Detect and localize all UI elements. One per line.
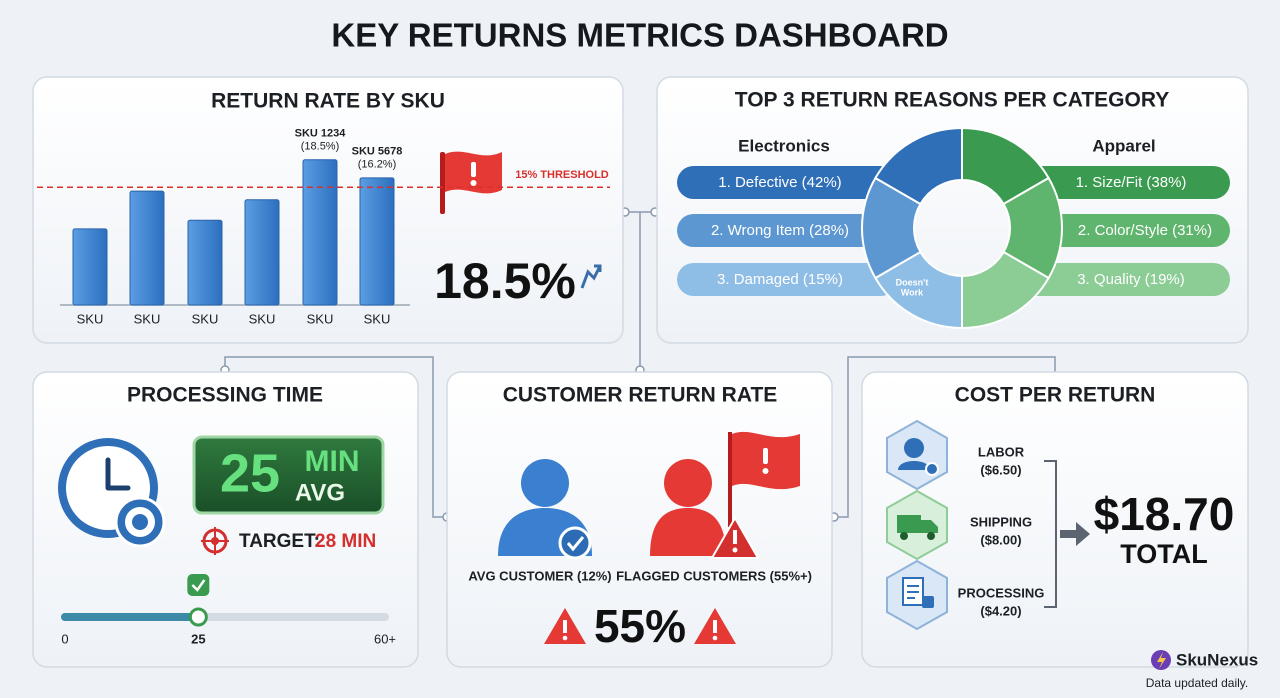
brand-logo-bolt (1157, 652, 1166, 669)
cost-name: PROCESSING (958, 585, 1045, 600)
value-label: (16.2%) (358, 159, 397, 171)
reason-label: 1. Size/Fit (38%) (1076, 174, 1187, 191)
processing-panel: PROCESSING TIME 25 MIN AVG TARGET: 28 MI… (58, 384, 396, 646)
panel-title: CUSTOMER RETURN RATE (503, 384, 778, 407)
cost-amount: ($8.00) (980, 532, 1021, 547)
total-value: $18.70 (1094, 488, 1235, 540)
footer-note: Data updated daily. (1146, 676, 1249, 690)
total-label: TOTAL (1120, 539, 1208, 569)
flagged-customer-icon (650, 431, 800, 559)
lcd-display (192, 435, 385, 515)
reason-pill (1010, 214, 1230, 247)
check-mark (191, 579, 206, 592)
warning-marks (562, 620, 718, 641)
reasons-panel: TOP 3 RETURN REASONS PER CATEGORY Electr… (677, 89, 1230, 330)
reason-label: 1. Defective (42%) (718, 174, 841, 191)
x-tick-label: SKU (77, 311, 104, 326)
bar-chart: RETURN RATE BY SKU 18.5% SKU SKU SKU SKU SKU… (37, 90, 610, 326)
chart-title: RETURN RATE BY SKU (211, 90, 445, 113)
cost-panel: COST PER RETURN LABOR ($6.50) SHIPPING (… (886, 384, 1235, 631)
check-badge (187, 574, 210, 596)
slider-tick-label: 60+ (374, 631, 396, 646)
avg-stat: AVG (295, 479, 345, 506)
bar (129, 190, 165, 306)
target-value: 28 MIN (315, 531, 376, 552)
value-label: (18.5%) (301, 141, 340, 153)
x-tick-label: SKU (364, 311, 391, 326)
slider: 0 25 60+ (61, 574, 396, 646)
panel-title: PROCESSING TIME (127, 384, 323, 407)
reason-label: 3. Damaged (15%) (717, 271, 843, 288)
icon-label: Work (901, 287, 924, 297)
bar (187, 219, 223, 306)
reason-label: 3. Quality (19%) (1077, 271, 1185, 288)
brand-name: SkuNexus (1176, 650, 1258, 669)
avg-customer-icon (498, 459, 592, 560)
reason-label: 2. Wrong Item (28%) (711, 222, 849, 239)
x-tick-label: SKU (192, 311, 219, 326)
cost-icons (886, 419, 948, 631)
target-icon (201, 527, 229, 555)
x-tick-label: SKU (307, 311, 334, 326)
arrow (1060, 522, 1090, 546)
avg-unit: MIN (305, 445, 360, 478)
reason-pill (677, 263, 897, 296)
customer-panel: CUSTOMER RETURN RATE AVG CUSTOMER (12%) … (468, 384, 812, 653)
trend-arrow (580, 264, 602, 289)
slider-tick-label: 0 (61, 631, 68, 646)
clock-icon (58, 438, 166, 548)
cost-amount: ($6.50) (980, 462, 1021, 477)
bar (359, 177, 395, 306)
reason-pill (1010, 166, 1230, 199)
reason-pill (677, 166, 897, 199)
cost-name: LABOR (978, 444, 1025, 459)
category-name: Apparel (1092, 136, 1155, 155)
bar-label: SKU 5678 (352, 146, 403, 158)
x-tick-label: SKU (249, 311, 276, 326)
donut-segment (874, 126, 963, 206)
avg-value: 25 (220, 443, 280, 503)
icon-label: Doesn't (896, 277, 929, 287)
reason-pill (1010, 263, 1230, 296)
reason-donut (861, 126, 1063, 330)
cost-amount: ($4.20) (980, 603, 1021, 618)
panel-title: COST PER RETURN (955, 384, 1156, 407)
bar-label: SKU 1234 (295, 128, 347, 140)
category-name: Electronics (738, 136, 830, 155)
bar (302, 159, 338, 306)
flag-icon (440, 151, 502, 214)
threshold-label: 15% THRESHOLD (515, 169, 609, 181)
reason-label: 2. Color/Style (31%) (1078, 222, 1212, 239)
segment-label: FLAGGED CUSTOMERS (55%+) (616, 568, 812, 583)
bar (72, 228, 108, 306)
page-title: KEY RETURNS METRICS DASHBOARD (331, 17, 948, 54)
reason-pill (677, 214, 897, 247)
bar (244, 199, 280, 306)
slider-knob (188, 607, 208, 627)
slider-tick-label: 25 (191, 631, 205, 646)
target-label: TARGET: (239, 531, 320, 552)
flagged-value: 55% (594, 600, 686, 652)
bracket (1044, 460, 1057, 608)
segment-label: AVG CUSTOMER (12%) (468, 568, 611, 583)
highlight-value: 18.5% (434, 253, 576, 309)
cost-name: SHIPPING (970, 514, 1032, 529)
panel-title: TOP 3 RETURN REASONS PER CATEGORY (735, 89, 1169, 112)
x-tick-label: SKU (134, 311, 161, 326)
